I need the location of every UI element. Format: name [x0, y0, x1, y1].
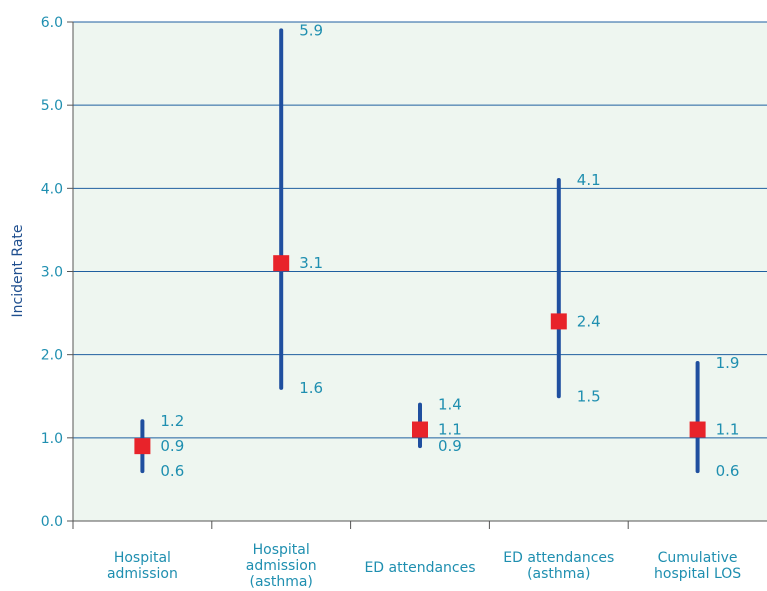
y-tick-label: 4.0	[41, 181, 63, 197]
y-tick-label: 1.0	[41, 431, 63, 447]
upper-value-label: 4.1	[577, 171, 601, 189]
estimate-value-label: 0.9	[160, 437, 184, 455]
x-category-label: Hospital	[114, 550, 171, 566]
estimate-value-label: 2.4	[577, 312, 601, 330]
x-category-label: hospital LOS	[654, 566, 741, 582]
y-tick-label: 6.0	[41, 15, 63, 31]
x-category-label: ED attendances	[503, 550, 614, 566]
upper-value-label: 1.4	[438, 396, 462, 414]
x-category-label: admission	[107, 566, 178, 582]
lower-value-label: 0.6	[716, 462, 740, 480]
x-category-label: ED attendances	[364, 560, 475, 576]
y-axis-label: Incident Rate	[10, 224, 26, 317]
x-axis: HospitaladmissionHospitaladmission(asthm…	[72, 520, 767, 590]
estimate-marker	[689, 421, 706, 438]
upper-value-label: 5.9	[299, 21, 323, 39]
estimate-marker	[134, 438, 151, 455]
estimate-marker	[412, 421, 428, 438]
lower-value-label: 0.9	[438, 437, 462, 455]
estimate-marker	[273, 255, 290, 272]
lower-value-label: 0.6	[160, 462, 184, 480]
estimate-value-label: 1.1	[716, 421, 740, 439]
lower-value-label: 1.6	[299, 379, 323, 397]
lower-value-label: 1.5	[577, 387, 601, 405]
x-category-label: Cumulative	[658, 550, 738, 566]
estimate-marker	[550, 313, 567, 330]
gridlines	[73, 21, 767, 439]
estimate-value-label: 3.1	[299, 254, 323, 272]
y-tick-label: 2.0	[41, 348, 63, 364]
estimate-value-label: 1.1	[438, 421, 462, 439]
x-category-label: Hospital	[253, 542, 310, 558]
data-marks: 1.20.90.65.93.11.61.41.10.94.12.41.51.91…	[134, 21, 739, 480]
y-axis: 0.0 1.0 2.0 3.0 4.0 5.0 6.0	[41, 15, 74, 530]
x-category-label: (asthma)	[527, 566, 590, 582]
upper-value-label: 1.9	[716, 354, 740, 372]
upper-value-label: 1.2	[160, 412, 184, 430]
y-tick-label: 5.0	[41, 98, 63, 114]
x-category-label: (asthma)	[250, 574, 313, 590]
y-tick-label: 0.0	[41, 514, 63, 530]
y-tick-label: 3.0	[41, 265, 63, 281]
x-category-label: admission	[246, 558, 317, 574]
